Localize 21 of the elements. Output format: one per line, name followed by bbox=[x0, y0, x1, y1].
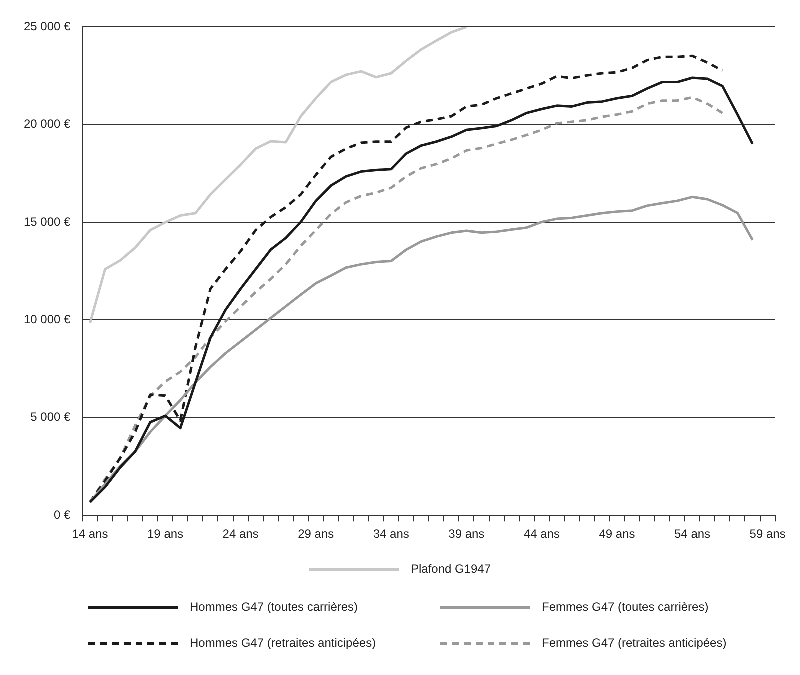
y-tick-label: 5 000 € bbox=[30, 410, 72, 424]
y-tick-label: 10 000 € bbox=[24, 312, 72, 327]
x-tick-label: 29 ans bbox=[298, 527, 334, 542]
legend-label: Hommes G47 (toutes carrières) bbox=[190, 600, 358, 614]
x-tick-label: 49 ans bbox=[599, 527, 636, 542]
legend-label: Plafond G1947 bbox=[410, 562, 492, 576]
y-tick-label: 20 000 € bbox=[24, 117, 72, 132]
x-tick-label: 54 ans bbox=[674, 527, 711, 542]
y-tick-label: 15 000 € bbox=[24, 214, 72, 229]
x-tick-label: 59 ans bbox=[750, 527, 786, 542]
legend-label: Femmes G47 (retraites anticipées) bbox=[542, 636, 727, 650]
x-tick-label: 44 ans bbox=[524, 527, 560, 542]
x-tick-label: 34 ans bbox=[373, 527, 410, 542]
legend-label: Femmes G47 (toutes carrières) bbox=[542, 600, 709, 614]
y-tick-label: 25 000 € bbox=[24, 20, 72, 34]
x-tick-label: 24 ans bbox=[222, 527, 259, 542]
y-tick-label: 0 € bbox=[54, 508, 72, 522]
x-tick-label: 14 ans bbox=[72, 527, 108, 542]
x-tick-label: 39 ans bbox=[448, 527, 485, 542]
x-tick-label: 19 ans bbox=[148, 527, 184, 542]
legend-label: Hommes G47 (retraites anticipées) bbox=[190, 636, 376, 650]
